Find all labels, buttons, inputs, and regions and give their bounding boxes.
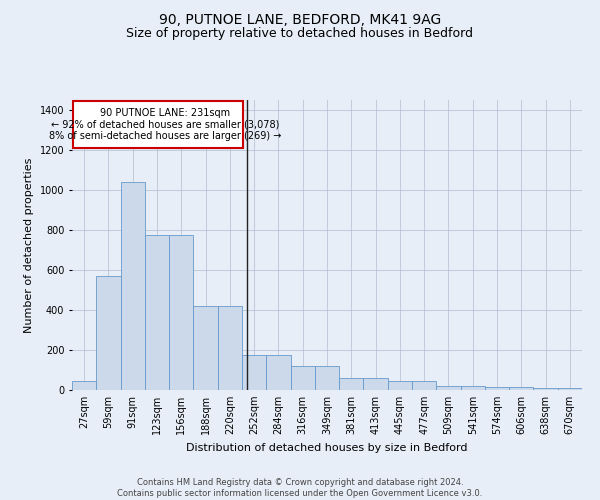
Bar [193, 306, 218, 390]
Bar [436, 386, 461, 390]
Text: 90, PUTNOE LANE, BEDFORD, MK41 9AG: 90, PUTNOE LANE, BEDFORD, MK41 9AG [159, 12, 441, 26]
FancyBboxPatch shape [73, 101, 243, 148]
Bar [121, 182, 145, 390]
Bar [388, 381, 412, 390]
Text: Contains HM Land Registry data © Crown copyright and database right 2024.
Contai: Contains HM Land Registry data © Crown c… [118, 478, 482, 498]
Bar [242, 355, 266, 390]
Bar [315, 366, 339, 390]
Bar [558, 388, 582, 390]
Bar [72, 380, 96, 390]
Text: Size of property relative to detached houses in Bedford: Size of property relative to detached ho… [127, 28, 473, 40]
Bar [145, 235, 169, 390]
Bar [412, 381, 436, 390]
Y-axis label: Number of detached properties: Number of detached properties [24, 158, 34, 332]
Bar [533, 388, 558, 390]
Bar [339, 378, 364, 390]
Bar [364, 378, 388, 390]
Bar [169, 235, 193, 390]
X-axis label: Distribution of detached houses by size in Bedford: Distribution of detached houses by size … [186, 442, 468, 452]
Text: 90 PUTNOE LANE: 231sqm
← 92% of detached houses are smaller (3,078)
8% of semi-d: 90 PUTNOE LANE: 231sqm ← 92% of detached… [49, 108, 281, 141]
Bar [485, 387, 509, 390]
Bar [96, 276, 121, 390]
Bar [266, 355, 290, 390]
Bar [290, 366, 315, 390]
Bar [461, 386, 485, 390]
Bar [218, 306, 242, 390]
Bar [509, 387, 533, 390]
